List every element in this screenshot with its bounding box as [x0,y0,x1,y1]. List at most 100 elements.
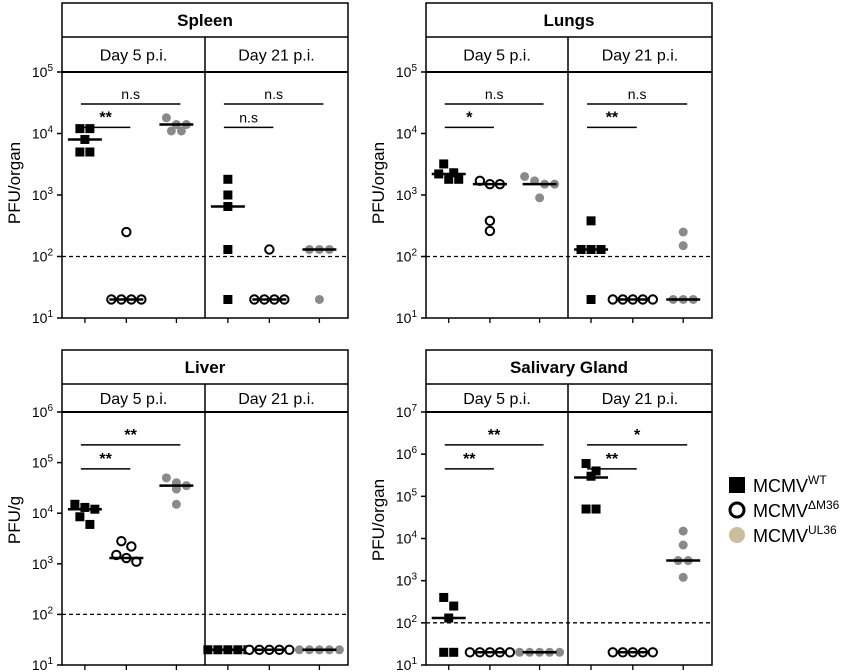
legend-label: MCMVUL36 [753,523,837,546]
point-grey-circle [535,193,545,203]
y-tick-label: 101 [396,309,418,326]
point-open-circle [647,647,658,658]
significance-label: * [466,109,473,126]
panel-4: Salivary Gland PFU/organ 101 102 103 104 105 10… [369,349,713,672]
point-open-circle [607,294,618,305]
point-square [85,147,95,157]
y-tick-label: 105 [32,454,54,471]
point-open-circle [484,215,496,227]
panel-title: Lungs [544,11,595,30]
y-axis-label: PFU/organ [5,142,24,224]
point-square [591,504,601,514]
point-open-circle [264,244,275,255]
significance-label: n.s [239,109,258,125]
point-square [586,294,596,304]
point-square [203,645,213,655]
significance-label: ** [488,427,501,444]
significance-label: ** [99,451,112,468]
point-grey-circle [161,113,171,123]
point-grey-circle [314,294,324,304]
legend-item: MCMVΔM36 [728,498,840,521]
point-open-circle [504,647,516,658]
y-tick-label: 103 [396,186,418,203]
point-open-circle [284,644,295,655]
y-tick-label: 103 [396,572,418,589]
significance-label: ** [124,427,137,444]
point-grey-circle [678,227,688,237]
point-square [75,147,85,157]
point-square [449,647,459,657]
panel-1: Spleen PFU/organ 101 102 103 104 105 Day 5 p.i.… [5,2,349,326]
significance-label: n.s [264,86,283,102]
point-square [70,499,80,509]
y-tick-label: 101 [32,656,54,672]
facet-label: Day 5 p.i. [100,391,168,408]
y-tick-label: 103 [32,186,54,203]
point-grey-circle [161,473,171,483]
significance-label: n.s [121,86,140,102]
y-tick-label: 106 [396,445,418,462]
y-tick-label: 104 [396,530,418,547]
point-square [223,244,233,254]
y-axis-label: PFU/organ [369,479,388,561]
legend-marker-circle [729,527,745,543]
legend-label: MCMVWT [753,473,827,496]
point-square [75,512,85,522]
point-square [586,471,596,481]
point-grey-circle [515,647,525,657]
y-tick-label: 102 [396,614,418,631]
y-tick-label: 102 [32,605,54,622]
panel-title: Liver [185,358,226,377]
point-grey-circle [171,499,181,509]
facet-label: Day 21 p.i. [602,391,678,408]
point-square [85,519,95,529]
point-square [75,124,85,134]
facet-label: Day 21 p.i. [238,48,314,65]
point-open-circle [116,535,127,547]
facet-label: Day 21 p.i. [238,391,314,408]
y-tick-label: 102 [32,248,54,265]
y-tick-label: 102 [396,248,418,265]
point-open-circle [607,647,618,658]
panel-2: Lungs PFU/organ 101 102 103 104 105 Day 5 p.i. *… [369,2,713,326]
significance-label: ** [99,109,112,126]
y-tick-label: 104 [396,125,418,142]
point-square [586,216,596,226]
point-square [591,466,601,476]
y-tick-label: 106 [32,403,54,420]
point-square [223,190,233,200]
y-tick-label: 104 [32,504,54,521]
y-tick-label: 105 [32,63,54,80]
point-grey-circle [678,572,688,582]
y-axis-label: PFU/g [5,496,24,544]
y-tick-label: 105 [396,63,418,80]
panel-frame [425,2,713,319]
y-tick-label: 107 [396,403,418,420]
facet-label: Day 5 p.i. [463,48,531,65]
point-square [85,124,95,134]
facet-label: Day 5 p.i. [100,48,168,65]
point-open-circle [121,226,132,238]
panel-title: Salivary Gland [510,358,628,377]
point-square [454,174,464,184]
y-tick-label: 101 [396,656,418,672]
panel-3: Liver PFU/g 101 102 103 104 105 106 Day 5 p.i. **… [5,349,349,672]
point-open-circle [484,225,496,237]
point-grey-circle [176,126,186,136]
point-square [449,601,459,611]
legend-marker-square [729,477,745,493]
point-grey-circle [334,645,344,655]
legend-marker-open-circle [728,501,746,519]
point-open-circle [647,294,658,305]
point-grey-circle [678,526,688,536]
point-square [223,294,233,304]
significance-label: * [634,427,641,444]
point-square [444,174,454,184]
panel-frame [425,349,713,666]
legend-label: MCMVΔM36 [753,498,840,521]
facet-label: Day 21 p.i. [602,48,678,65]
significance-label: n.s [485,86,504,102]
y-tick-label: 104 [32,125,54,142]
